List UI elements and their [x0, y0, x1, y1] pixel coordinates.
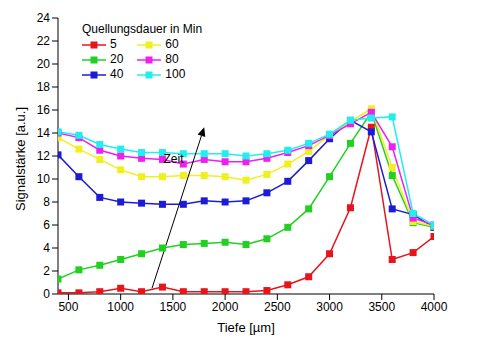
svg-text:6: 6: [43, 218, 50, 232]
svg-text:500: 500: [58, 300, 78, 314]
svg-text:18: 18: [37, 80, 51, 94]
html-text:40: 40: [110, 67, 124, 81]
html-text:5: 5: [110, 37, 117, 51]
svg-text:4: 4: [43, 241, 50, 255]
html-text:80: 80: [165, 52, 179, 66]
svg-text:8: 8: [43, 195, 50, 209]
svg-text:10: 10: [37, 172, 51, 186]
svg-text:2: 2: [43, 264, 50, 278]
html-text:60: 60: [165, 37, 179, 51]
svg-text:Tiefe [µm]: Tiefe [µm]: [217, 320, 275, 335]
html-text:Quellungsdauer in Min: Quellungsdauer in Min: [82, 22, 203, 36]
svg-text:16: 16: [37, 103, 51, 117]
svg-text:Zeit: Zeit: [164, 152, 185, 166]
svg-text:1500: 1500: [160, 300, 187, 314]
svg-text:22: 22: [37, 34, 51, 48]
svg-text:2000: 2000: [212, 300, 239, 314]
svg-text:0: 0: [43, 287, 50, 301]
svg-text:12: 12: [37, 149, 51, 163]
svg-text:4000: 4000: [421, 300, 448, 314]
svg-text:1000: 1000: [107, 300, 134, 314]
svg-text:20: 20: [37, 57, 51, 71]
html-text:20: 20: [110, 52, 124, 66]
svg-text:24: 24: [37, 11, 51, 25]
svg-text:3000: 3000: [316, 300, 343, 314]
html-text:100: 100: [165, 67, 186, 81]
svg-text:14: 14: [37, 126, 51, 140]
svg-text:2500: 2500: [264, 300, 291, 314]
svg-text:3500: 3500: [368, 300, 395, 314]
svg-text:Signalstärke [a.u.]: Signalstärke [a.u.]: [13, 107, 28, 211]
